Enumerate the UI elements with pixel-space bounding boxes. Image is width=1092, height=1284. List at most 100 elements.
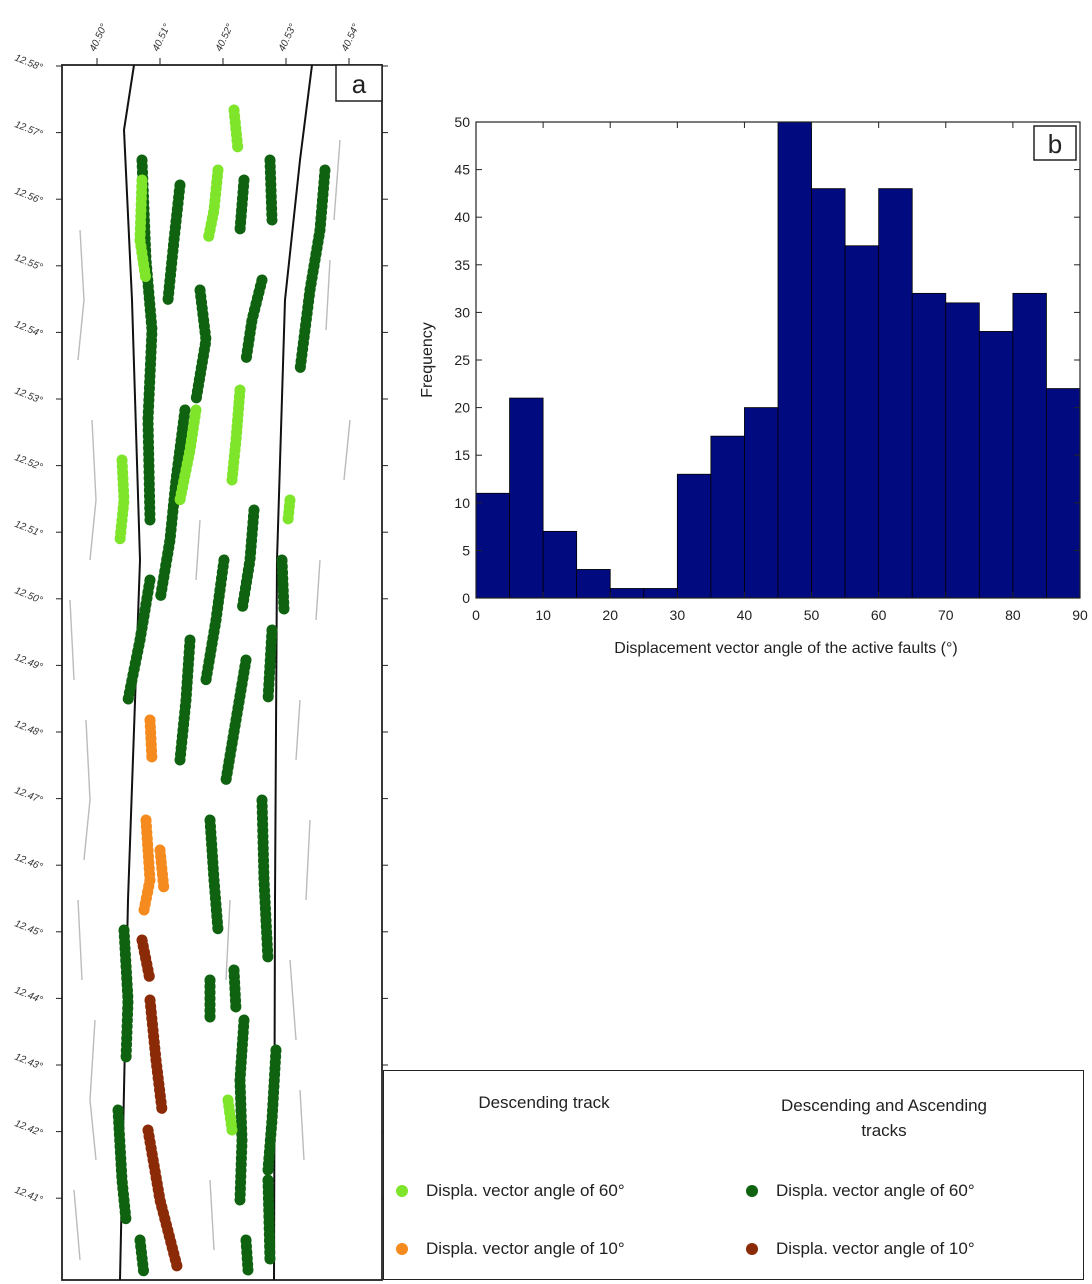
fault-trace [315, 559, 321, 621]
displacement-track [282, 494, 296, 526]
longitude-ticks: 40.50° 40.51° 40.52° 40.53° 40.54° [88, 22, 362, 65]
y-tick-label: 40 [454, 209, 470, 225]
lat-tick-label: 12.46° [13, 852, 44, 873]
fault-trace [77, 229, 85, 361]
fault-trace [209, 1179, 215, 1251]
fault-trace [295, 699, 301, 761]
displacement-track [200, 554, 230, 686]
y-tick-label: 0 [462, 590, 470, 606]
y-tick-label: 30 [454, 304, 470, 320]
map-frame [61, 64, 383, 1281]
displacement-track [136, 934, 156, 986]
fault-trace [195, 519, 201, 581]
displacement-track [134, 174, 152, 286]
fault-trace [325, 259, 331, 331]
y-tick-label: 45 [454, 162, 470, 178]
displacement-track [202, 164, 224, 246]
fault-trace [299, 1089, 305, 1161]
histogram-bar [911, 292, 947, 599]
lon-tick-label: 40.54° [340, 22, 362, 53]
lat-tick-label: 12.45° [13, 918, 44, 939]
lat-tick-label: 12.56° [13, 186, 44, 207]
histogram-bar [509, 397, 544, 599]
y-tick-label: 35 [454, 257, 470, 273]
y-tick-label: 20 [454, 400, 470, 416]
displacement-track [190, 284, 212, 406]
x-tick-label: 0 [472, 607, 480, 623]
lat-tick-label: 12.44° [13, 985, 44, 1006]
y-tick-label: 50 [454, 114, 470, 130]
displacement-track [122, 574, 156, 706]
x-tick-label: 90 [1072, 607, 1088, 623]
panel-b-label: b [1048, 129, 1062, 159]
lat-tick-label: 12.57° [13, 119, 44, 140]
histogram-bar [643, 588, 678, 599]
lat-tick-label: 12.55° [13, 252, 44, 273]
displacement-track [228, 964, 242, 1016]
histogram-bar [811, 188, 846, 599]
lat-tick-label: 12.53° [13, 386, 44, 407]
x-tick-label: 30 [670, 607, 686, 623]
x-tick-label: 10 [535, 607, 551, 623]
fault-trace [343, 419, 351, 481]
lat-tick-label: 12.50° [13, 585, 44, 606]
histogram-bar [542, 530, 578, 599]
displacement-track [144, 714, 158, 766]
x-axis-label: Displacement vector angle of the active … [614, 640, 957, 657]
displacement-track [220, 654, 252, 786]
histogram-bar [844, 245, 880, 599]
histogram-bar [1046, 388, 1081, 599]
lat-tick-label: 12.43° [13, 1052, 44, 1073]
histogram-bar [744, 407, 779, 599]
zone-boundary-right [273, 64, 313, 1281]
histogram-bar [475, 492, 510, 599]
lat-tick-label: 12.47° [13, 785, 44, 806]
legend-item-desc-60: Displa. vector angle of 60° [396, 1181, 625, 1201]
displacement-track [144, 994, 168, 1116]
fault-trace [73, 1189, 81, 1261]
displacement-track [234, 1014, 250, 1206]
legend-dot-orange [396, 1243, 408, 1255]
histogram-bar [676, 473, 712, 599]
fault-traces [69, 139, 351, 1261]
displacement-track [276, 554, 290, 616]
displacement-track [114, 454, 130, 546]
panel-a-label-box [335, 64, 383, 102]
legend-heading-both-line1: Descending and Ascending [780, 1096, 988, 1115]
legend-dot-dark-red [746, 1243, 758, 1255]
y-tick-label: 5 [462, 542, 470, 558]
y-axis-label: Frequency [419, 322, 436, 398]
x-tick-label: 20 [602, 607, 618, 623]
lat-tick-label: 12.51° [13, 519, 44, 540]
lon-tick-label: 40.52° [214, 22, 236, 53]
displacement-track [142, 1124, 184, 1276]
map-panel: 40.50° 40.51° 40.52° 40.53° 40.54° 12.58° 12.… [13, 22, 388, 1281]
displacement-track [228, 104, 244, 156]
histogram-bar [978, 331, 1014, 599]
legend-item-label: Displa. vector angle of 10° [776, 1239, 975, 1258]
x-axis-ticks: 0 10 20 30 40 50 60 70 80 90 [472, 122, 1088, 623]
displacement-track [262, 1174, 276, 1266]
displacement-track [174, 404, 202, 506]
lat-tick-label: 12.42° [13, 1118, 44, 1139]
panel-b-label-box [1033, 125, 1077, 161]
displacement-track [226, 384, 246, 486]
y-tick-label: 15 [454, 447, 470, 463]
legend-item-label: Displa. vector angle of 60° [426, 1181, 625, 1200]
legend-dot-light-green [396, 1185, 408, 1197]
y-axis-ticks: 0 5 10 15 20 25 30 35 40 45 50 [454, 114, 1080, 606]
displacement-track [240, 1234, 254, 1276]
displacement-track [262, 1044, 282, 1176]
displacement-track [138, 814, 156, 916]
lon-tick-label: 40.53° [277, 22, 299, 53]
legend-heading-both-line2: tracks [861, 1121, 907, 1140]
legend-item-both-60: Displa. vector angle of 60° [746, 1181, 975, 1201]
displacement-track [236, 504, 260, 616]
displacement-track [204, 814, 224, 936]
fault-trace [83, 719, 91, 861]
fault-trace [77, 899, 83, 981]
x-tick-label: 60 [871, 607, 887, 623]
histogram-bar [1012, 292, 1047, 599]
legend-dot-dark-green [746, 1185, 758, 1197]
displacement-track [112, 1104, 132, 1226]
